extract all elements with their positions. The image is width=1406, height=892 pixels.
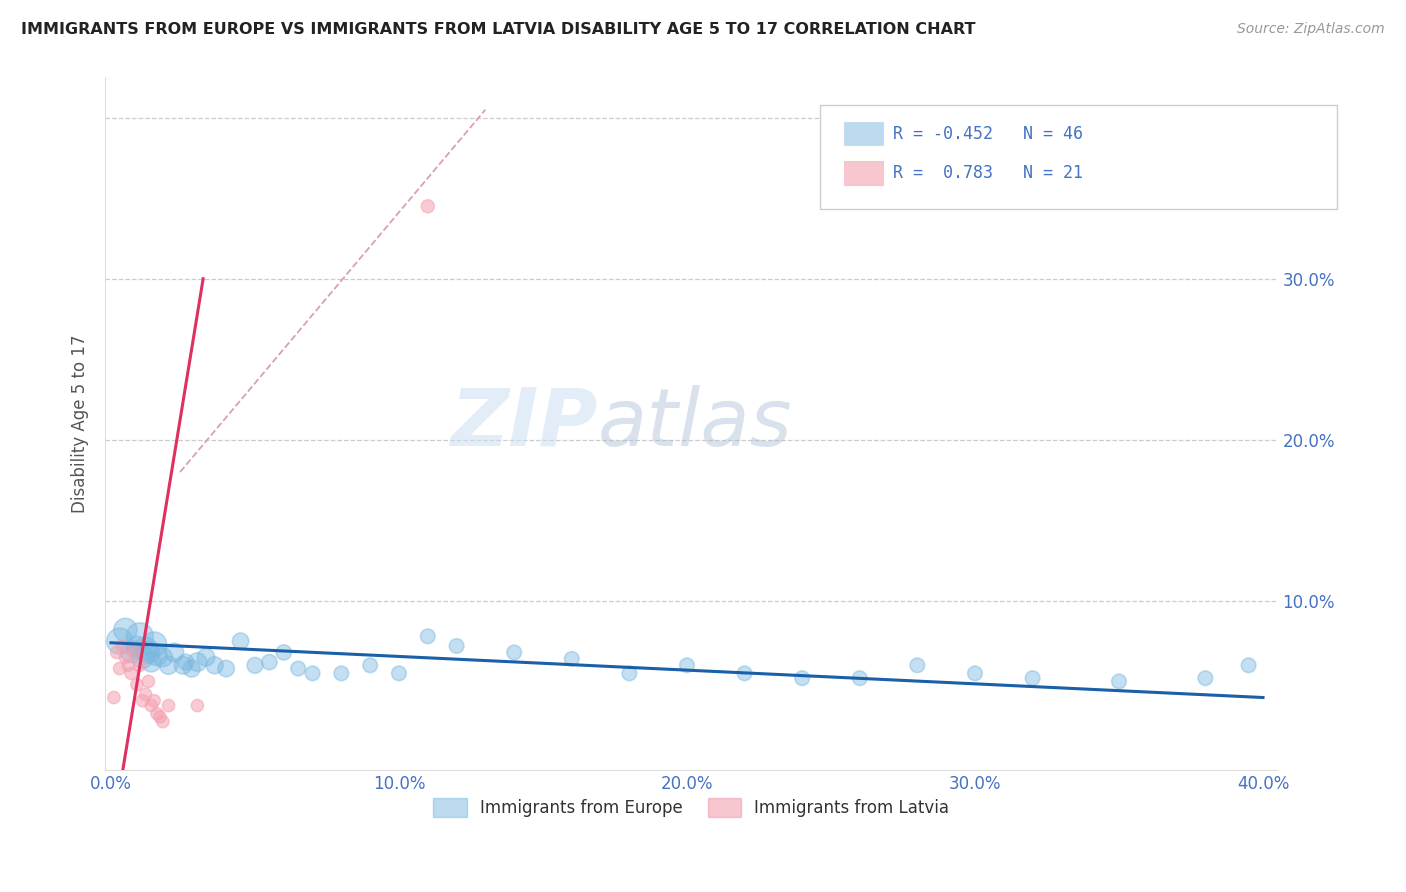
Point <box>172 658 194 673</box>
Point <box>259 655 281 669</box>
Text: R = -0.452   N = 46: R = -0.452 N = 46 <box>893 125 1083 143</box>
Text: R =  0.783   N = 21: R = 0.783 N = 21 <box>893 164 1083 182</box>
Point <box>1021 671 1043 685</box>
Point <box>1194 671 1216 685</box>
Point <box>229 634 252 648</box>
Point <box>1108 674 1130 689</box>
Point <box>273 645 295 659</box>
Point <box>157 658 180 673</box>
Point <box>676 658 699 673</box>
Text: ZIP: ZIP <box>450 384 598 463</box>
Point <box>146 648 169 663</box>
Text: Source: ZipAtlas.com: Source: ZipAtlas.com <box>1237 22 1385 37</box>
Point <box>388 666 411 681</box>
Point <box>359 658 381 673</box>
Point <box>122 645 145 659</box>
Point <box>135 687 157 701</box>
Point <box>108 634 131 648</box>
Point <box>195 650 218 665</box>
Point <box>446 639 468 653</box>
Point <box>792 671 814 685</box>
Point <box>131 650 153 665</box>
Point <box>120 666 142 681</box>
Point <box>215 661 238 675</box>
Point <box>1237 658 1260 673</box>
Point <box>138 645 160 659</box>
Point <box>108 661 131 675</box>
Point <box>111 639 134 653</box>
Point <box>849 671 872 685</box>
Point <box>204 658 226 673</box>
Text: atlas: atlas <box>598 384 792 463</box>
Point <box>287 661 309 675</box>
Point <box>138 674 160 689</box>
Point <box>103 690 125 705</box>
Text: IMMIGRANTS FROM EUROPE VS IMMIGRANTS FROM LATVIA DISABILITY AGE 5 TO 17 CORRELAT: IMMIGRANTS FROM EUROPE VS IMMIGRANTS FRO… <box>21 22 976 37</box>
Point <box>149 710 172 724</box>
Point <box>186 698 208 713</box>
Point <box>243 658 266 673</box>
Point <box>131 694 153 708</box>
Point <box>143 637 166 651</box>
Point <box>125 639 148 653</box>
Point <box>125 678 148 692</box>
Point <box>152 714 174 729</box>
Point <box>128 658 150 673</box>
Point <box>114 650 136 665</box>
Point <box>174 655 197 669</box>
Point <box>180 661 202 675</box>
Y-axis label: Disability Age 5 to 17: Disability Age 5 to 17 <box>72 334 89 513</box>
Point <box>120 645 142 659</box>
Point <box>561 652 583 666</box>
Point <box>141 655 163 669</box>
Point <box>135 642 157 657</box>
Point <box>146 706 169 721</box>
Point <box>114 623 136 637</box>
Legend: Immigrants from Europe, Immigrants from Latvia: Immigrants from Europe, Immigrants from … <box>426 791 956 824</box>
Point <box>619 666 641 681</box>
Point <box>963 666 986 681</box>
Point <box>122 642 145 657</box>
Point <box>905 658 928 673</box>
Point <box>128 629 150 643</box>
Point <box>186 655 208 669</box>
Point <box>141 698 163 713</box>
Point <box>301 666 323 681</box>
Point <box>117 658 139 673</box>
Point <box>152 650 174 665</box>
Point <box>416 199 439 213</box>
Point <box>734 666 756 681</box>
Point <box>157 698 180 713</box>
Point <box>503 645 526 659</box>
Point <box>105 645 128 659</box>
Point <box>163 645 186 659</box>
Point <box>143 694 166 708</box>
Point <box>416 629 439 643</box>
Point <box>330 666 353 681</box>
